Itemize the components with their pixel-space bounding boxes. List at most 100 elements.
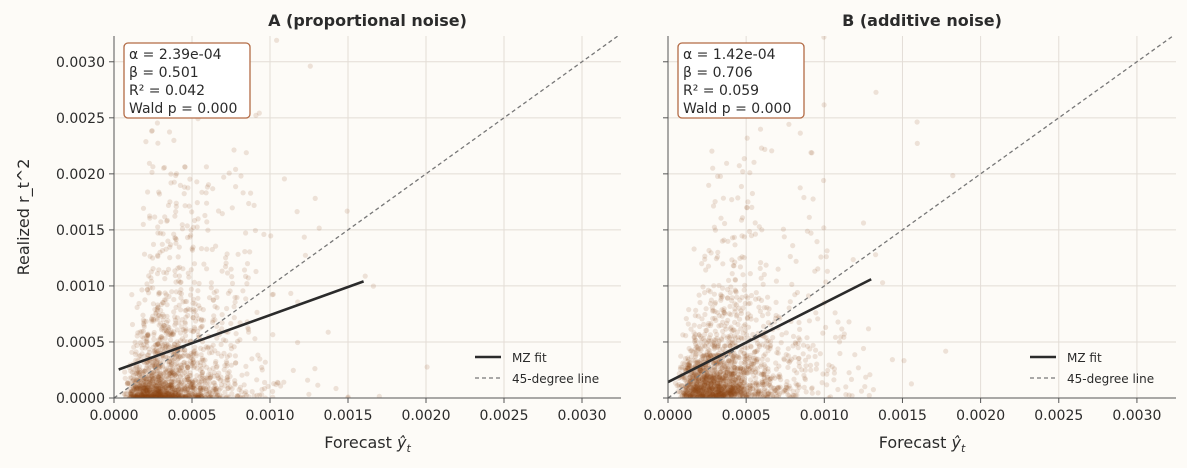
scatter-point [697,381,703,388]
scatter-point [728,379,734,385]
scatter-point [145,390,151,396]
scatter-point [702,380,708,386]
scatter-point [783,385,789,391]
scatter-point [706,385,712,391]
scatter-point [153,347,159,353]
scatter-point [200,307,206,313]
scatter-point [180,394,187,398]
scatter-point [130,386,136,392]
scatter-point [843,384,849,390]
scatter-point [125,379,131,386]
scatter-point [707,394,714,398]
scatter-point [177,379,183,385]
scatter-point [132,395,138,398]
scatter-point [127,394,133,398]
scatter-point [712,199,718,205]
scatter-point [137,375,144,381]
scatter-point [681,390,687,396]
scatter-point [792,292,798,298]
scatter-point [147,253,153,259]
scatter-point [744,352,750,358]
scatter-point [165,342,171,348]
scatter-point [731,359,737,365]
scatter-point [713,359,719,365]
scatter-point [699,393,705,398]
scatter-point [190,244,196,250]
scatter-point [149,378,156,384]
scatter-point [729,388,735,394]
scatter-point [187,176,193,182]
scatter-point [852,352,858,358]
scatter-point [165,375,172,382]
scatter-point [199,357,205,363]
scatter-point [744,370,750,376]
scatter-point [866,392,872,398]
scatter-point [696,369,702,375]
scatter-point [722,388,728,394]
scatter-point [793,341,799,347]
scatter-point [150,395,156,398]
scatter-point [743,365,750,371]
scatter-point [736,374,742,381]
scatter-point [128,393,134,398]
scatter-point [727,303,733,309]
scatter-point [173,235,179,241]
scatter-point [696,369,702,375]
scatter-point [123,391,130,397]
scatter-point [765,311,771,317]
scatter-point [164,391,170,397]
scatter-point [748,344,754,350]
scatter-point [695,385,702,391]
scatter-point [777,374,783,380]
scatter-point [145,388,151,394]
scatter-point [712,227,719,233]
scatter-point [713,392,719,398]
scatter-point [158,392,164,398]
scatter-point [693,307,699,313]
scatter-point [129,389,135,395]
scatter-point [762,351,768,357]
scatter-point [185,364,191,370]
scatter-point [760,394,766,398]
scatter-point [821,177,827,184]
scatter-point [156,386,163,392]
scatter-point [154,349,160,355]
scatter-point [176,385,182,391]
scatter-point [208,394,214,398]
scatter-point [738,360,744,366]
scatter-point [787,395,793,398]
scatter-point [725,390,731,396]
scatter-point [677,389,683,395]
scatter-point [701,385,707,391]
scatter-point [134,395,140,398]
scatter-point [154,395,160,398]
scatter-point [136,353,142,359]
scatter-point [758,145,765,151]
scatter-point [215,375,221,381]
scatter-point [793,381,799,387]
scatter-point [692,371,698,377]
scatter-point [181,382,187,388]
scatter-point [188,390,195,396]
scatter-point [159,394,165,398]
scatter-point [140,393,146,398]
scatter-point [762,343,768,349]
scatter-point [141,384,147,390]
scatter-point [687,383,693,389]
scatter-point [146,381,153,387]
scatter-point [144,339,150,345]
scatter-point [270,291,276,297]
scatter-point [177,290,183,296]
scatter-point [175,393,181,398]
scatter-point [136,300,142,307]
scatter-point [706,335,713,341]
scatter-point [700,393,706,398]
scatter-point [691,391,698,397]
scatter-point [214,364,220,370]
scatter-point [227,373,233,379]
scatter-point [166,393,172,398]
scatter-point [129,389,135,395]
scatter-point [693,351,699,357]
scatter-point [692,391,698,397]
scatter-point [713,377,719,383]
